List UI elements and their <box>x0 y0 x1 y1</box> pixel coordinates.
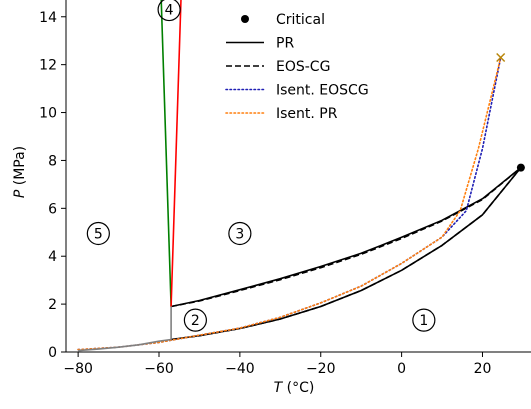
x-tick-label: 20 <box>474 361 492 377</box>
series-line-sublimation-6 <box>78 338 172 352</box>
region-label-text: 4 <box>165 3 174 19</box>
series-line-isentrope-4 <box>77 56 502 351</box>
region-label-5: 5 <box>86 221 110 246</box>
series-line-bubble-0 <box>170 167 522 341</box>
legend-entry-0: Critical <box>241 12 325 28</box>
legend-entry-4: Isent. PR <box>225 106 338 122</box>
cross-marker <box>496 52 506 62</box>
legend-entry-1: PR <box>226 36 294 52</box>
x-axis-label: T (°C) <box>274 380 315 396</box>
region-label-circle <box>157 0 181 22</box>
series-line-dew-3 <box>170 166 522 308</box>
legend-label: PR <box>276 36 294 52</box>
series-line-dew-1 <box>170 166 522 308</box>
x-tick-label: 0 <box>397 361 406 377</box>
region-label-circle <box>86 221 110 246</box>
cross-marker-stroke <box>496 52 506 62</box>
y-tick-label: 2 <box>48 297 57 313</box>
legend-label: EOS-CG <box>276 59 330 75</box>
region-label-3: 3 <box>228 221 252 246</box>
region-label-1: 1 <box>412 308 436 332</box>
critical-point-marker <box>516 163 525 172</box>
y-tick-label: 10 <box>39 106 57 122</box>
region-label-circle <box>228 221 252 246</box>
y-tick-label: 0 <box>48 345 57 361</box>
y-tick-label: 14 <box>39 10 57 26</box>
series-layer <box>77 0 522 352</box>
region-label-text: 1 <box>419 313 428 329</box>
series-line-isentrope-5 <box>77 56 502 351</box>
marks-layer: 1 2 3 4 5 <box>86 0 525 332</box>
y-tick-label: 4 <box>48 249 57 265</box>
legend-marker-dot <box>241 15 249 23</box>
region-label-2: 2 <box>183 308 207 332</box>
x-tick-label: −20 <box>306 361 336 377</box>
y-tick-label: 12 <box>39 58 57 74</box>
region-label-circle <box>183 308 207 332</box>
region-label-text: 3 <box>235 226 244 242</box>
region-label-4: 4 <box>157 0 181 22</box>
y-tick-label: 6 <box>48 201 57 217</box>
x-tick-label: −60 <box>144 361 174 377</box>
x-tick-label: −80 <box>63 361 93 377</box>
series-line-bubble-2 <box>170 167 522 341</box>
legend-entry-2: EOS-CG <box>226 59 330 75</box>
x-tick-label: −40 <box>225 361 255 377</box>
legend: Critical PR EOS-CG Isent. EOSCG Isent. PR <box>225 12 369 122</box>
legend-label: Isent. PR <box>276 106 338 122</box>
region-label-circle <box>412 308 436 332</box>
region-label-text: 2 <box>191 313 200 329</box>
legend-label: Isent. EOSCG <box>276 83 369 99</box>
legend-entry-3: Isent. EOSCG <box>225 83 369 99</box>
y-axis-label: P (MPa) <box>12 146 28 198</box>
y-tick-label: 8 <box>48 153 57 169</box>
legend-label: Critical <box>276 12 325 28</box>
series-line-melting-green-8 <box>160 0 172 307</box>
region-label-text: 5 <box>94 226 103 242</box>
series-line-melting-red-9 <box>170 0 182 307</box>
